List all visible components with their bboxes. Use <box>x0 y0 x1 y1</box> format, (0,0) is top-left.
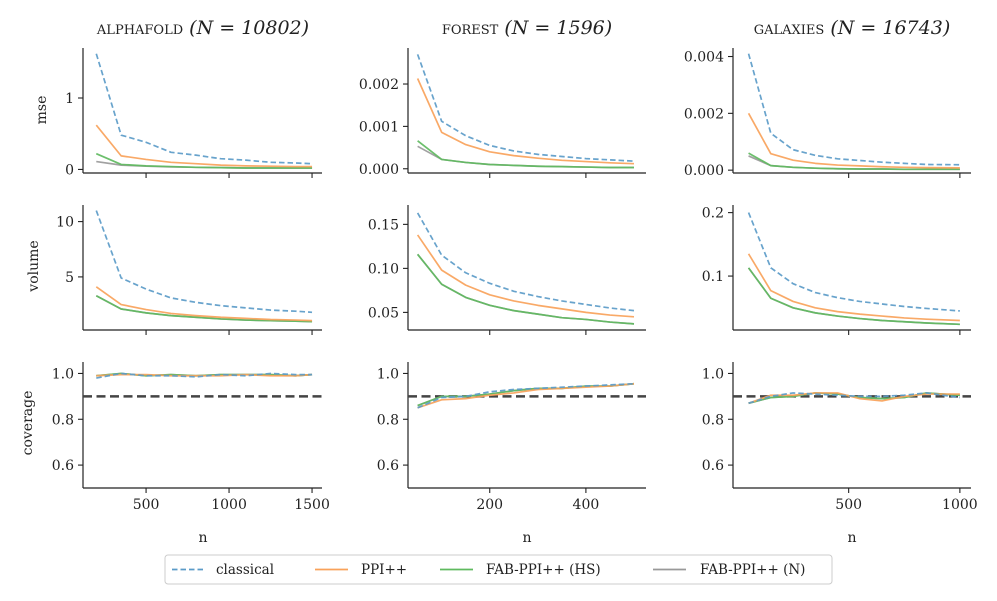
y-tick-label: 0.8 <box>702 412 724 428</box>
series-line-ppi <box>416 78 635 165</box>
panel-galaxies-coverage: 0.6 0.8 1.0 500 1000 <box>702 362 978 513</box>
x-axis-label: n <box>198 530 207 546</box>
series-line-classical <box>95 210 313 314</box>
column-titles: ALPHAFOLD (N = 10802) FOREST (N = 1596) GA… <box>96 17 950 39</box>
legend-label-fab-n: FAB-PPI++ (N) <box>700 562 805 578</box>
y-tick-label: 0.05 <box>368 305 399 321</box>
column-title-stat: (N = 1596) <box>504 17 612 39</box>
x-axis-labels: n n n <box>198 530 856 546</box>
column-title-word: ALPHAFOLD <box>96 17 183 39</box>
row-label-volume: volume <box>26 240 42 292</box>
y-tick-label: 10 <box>56 215 74 231</box>
series-line-ppi <box>747 112 960 169</box>
legend-frame <box>164 554 833 585</box>
series-line-fabhs <box>417 140 634 169</box>
row-label-mse: mse <box>34 96 50 125</box>
y-tick-label: 0.004 <box>684 50 724 66</box>
series-line-fabhs <box>95 152 313 169</box>
y-tick-label: 1.0 <box>377 366 399 382</box>
legend: classical PPI++ FAB-PPI++ (HS) FAB-PPI++… <box>164 554 833 585</box>
y-tick-label: 0.8 <box>377 412 399 428</box>
series-line-classical <box>416 54 635 162</box>
y-tick-label: 1 <box>65 91 74 107</box>
series-line-fabhs <box>416 253 635 325</box>
y-tick-label: 0.8 <box>52 412 74 428</box>
y-tick-label: 0.6 <box>52 458 74 474</box>
column-title-alphafold: ALPHAFOLD (N = 10802) <box>96 17 309 39</box>
series-line-ppi <box>416 234 635 318</box>
panel-galaxies-volume: 0.1 0.2 <box>702 205 971 335</box>
panel-alphafold-coverage: 0.6 0.8 1.0 500 1000 1500 <box>52 362 330 513</box>
y-tick-label: 0.1 <box>702 269 724 285</box>
series-line-ppi <box>95 286 313 322</box>
legend-label-fab-hs: FAB-PPI++ (HS) <box>486 562 601 578</box>
column-title-stat: (N = 16743) <box>830 17 950 39</box>
series-line-fabhs <box>95 294 313 323</box>
panel-forest-coverage: 0.6 0.8 1.0 200 400 <box>377 362 646 513</box>
y-tick-label: 0.002 <box>359 77 399 93</box>
series-line-classical <box>95 53 313 165</box>
row-labels: mse volume coverage <box>20 96 50 456</box>
series-line-ppi <box>748 392 960 405</box>
y-tick-label: 0.10 <box>368 261 399 277</box>
series-line-fabhs <box>748 152 960 171</box>
series-line-classical <box>748 392 960 405</box>
x-tick-label: 500 <box>835 497 862 513</box>
x-tick-label: 500 <box>133 497 160 513</box>
y-tick-label: 0.001 <box>359 119 399 135</box>
panel-alphafold-volume: 5 10 <box>56 205 322 335</box>
panels: 010.0000.0010.0020.0000.0020.0045100.050… <box>52 48 978 513</box>
column-title-word: FOREST <box>442 17 499 39</box>
column-title-forest: FOREST (N = 1596) <box>442 17 612 39</box>
y-tick-label: 0.6 <box>702 458 724 474</box>
series-line-ppi <box>95 124 313 168</box>
panel-forest-mse: 0.000 0.001 0.002 <box>359 48 646 178</box>
column-title-galaxies: GALAXIES (N = 16743) <box>754 17 951 39</box>
x-tick-label: 1000 <box>211 497 247 513</box>
series-line-ppi <box>417 382 635 409</box>
row-label-coverage: coverage <box>20 391 36 456</box>
series-line-classical <box>747 53 960 166</box>
y-tick-label: 1.0 <box>702 366 724 382</box>
legend-label-classical: classical <box>216 562 274 578</box>
x-tick-label: 1000 <box>942 497 978 513</box>
y-tick-label: 0.000 <box>359 162 399 178</box>
panel-forest-volume: 0.05 0.10 0.15 <box>368 205 646 335</box>
legend-label-ppi: PPI++ <box>361 562 407 578</box>
y-tick-label: 1.0 <box>52 366 74 382</box>
column-title-stat: (N = 10802) <box>189 17 309 39</box>
y-tick-label: 0.2 <box>702 206 724 222</box>
series-line-classical <box>747 212 960 312</box>
y-tick-label: 0.15 <box>368 217 399 233</box>
series-line-ppi <box>747 253 960 322</box>
series-line-classical <box>416 212 635 312</box>
y-tick-label: 0.002 <box>684 106 724 122</box>
panel-galaxies-mse: 0.000 0.002 0.004 <box>684 48 971 179</box>
series-line-fabhs <box>747 267 960 326</box>
x-axis-label: n <box>522 530 531 546</box>
x-tick-label: 1500 <box>294 497 330 513</box>
y-tick-label: 0 <box>65 162 74 178</box>
column-title-word: GALAXIES <box>754 17 825 39</box>
y-tick-label: 0.6 <box>377 458 399 474</box>
y-tick-label: 5 <box>65 270 74 286</box>
series-line-classical <box>96 372 313 379</box>
x-tick-label: 400 <box>573 497 600 513</box>
panel-alphafold-mse: 01 <box>65 48 322 178</box>
x-axis-label: n <box>847 530 856 546</box>
x-tick-label: 200 <box>476 497 503 513</box>
series-line-classical <box>417 382 635 409</box>
y-tick-label: 0.000 <box>684 163 724 179</box>
